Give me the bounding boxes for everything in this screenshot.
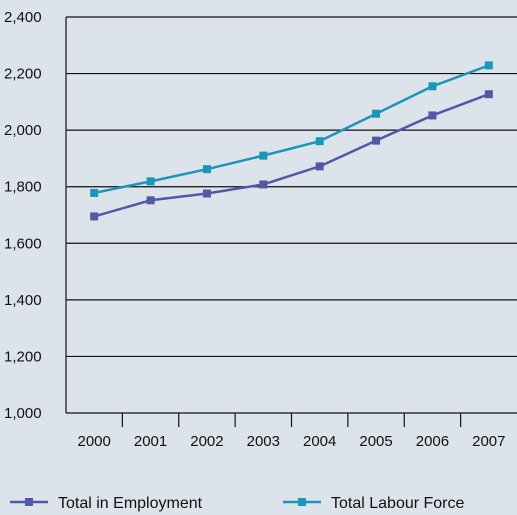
data-point [146, 177, 155, 186]
data-point [428, 82, 437, 91]
legend-label-employment: Total in Employment [58, 495, 203, 512]
legend-item-labour-force: Total Labour Force [283, 495, 465, 512]
x-tick-label: 2004 [303, 433, 336, 450]
data-point [315, 162, 324, 171]
series-line-employment [93, 93, 490, 218]
data-point [428, 111, 437, 120]
legend: Total in Employment Total Labour Force [10, 495, 465, 512]
data-point [90, 188, 99, 197]
x-tick-label: 2002 [190, 433, 223, 450]
data-point [259, 180, 268, 189]
y-tick-label: 2,200 [4, 66, 42, 83]
series-lines [90, 61, 493, 221]
x-tick-label: 2006 [416, 433, 449, 450]
legend-swatch-marker [25, 498, 33, 506]
legend-swatch-marker [298, 498, 306, 506]
x-tick-label: 2007 [472, 433, 505, 450]
y-tick-label: 2,000 [4, 122, 42, 139]
y-axis: 1,000 1,200 1,400 1,600 1,800 2,000 2,200 2,400 [4, 9, 67, 422]
data-point [146, 196, 155, 205]
x-axis: 2000 2001 2002 2003 2004 2005 2006 2007 [78, 413, 506, 450]
legend-label-labour-force: Total Labour Force [331, 495, 465, 512]
data-point [259, 151, 268, 160]
legend-item-employment: Total in Employment [10, 495, 203, 512]
data-point [315, 137, 324, 146]
y-tick-label: 2,400 [4, 9, 42, 26]
data-point [90, 212, 99, 221]
y-tick-label: 1,600 [4, 235, 42, 252]
y-tick-label: 1,800 [4, 179, 42, 196]
data-point [372, 109, 381, 118]
grid-lines [66, 16, 517, 414]
data-point [372, 136, 381, 145]
x-tick-label: 2005 [359, 433, 392, 450]
series-line-labour-force [93, 64, 490, 195]
x-tick-label: 2001 [134, 433, 167, 450]
data-point [484, 90, 493, 99]
data-point [202, 189, 211, 198]
x-tick-label: 2000 [78, 433, 111, 450]
y-tick-label: 1,200 [4, 348, 42, 365]
data-point [484, 61, 493, 70]
y-tick-label: 1,000 [4, 405, 42, 422]
data-point [202, 165, 211, 174]
x-tick-label: 2003 [247, 433, 280, 450]
y-tick-label: 1,400 [4, 292, 42, 309]
